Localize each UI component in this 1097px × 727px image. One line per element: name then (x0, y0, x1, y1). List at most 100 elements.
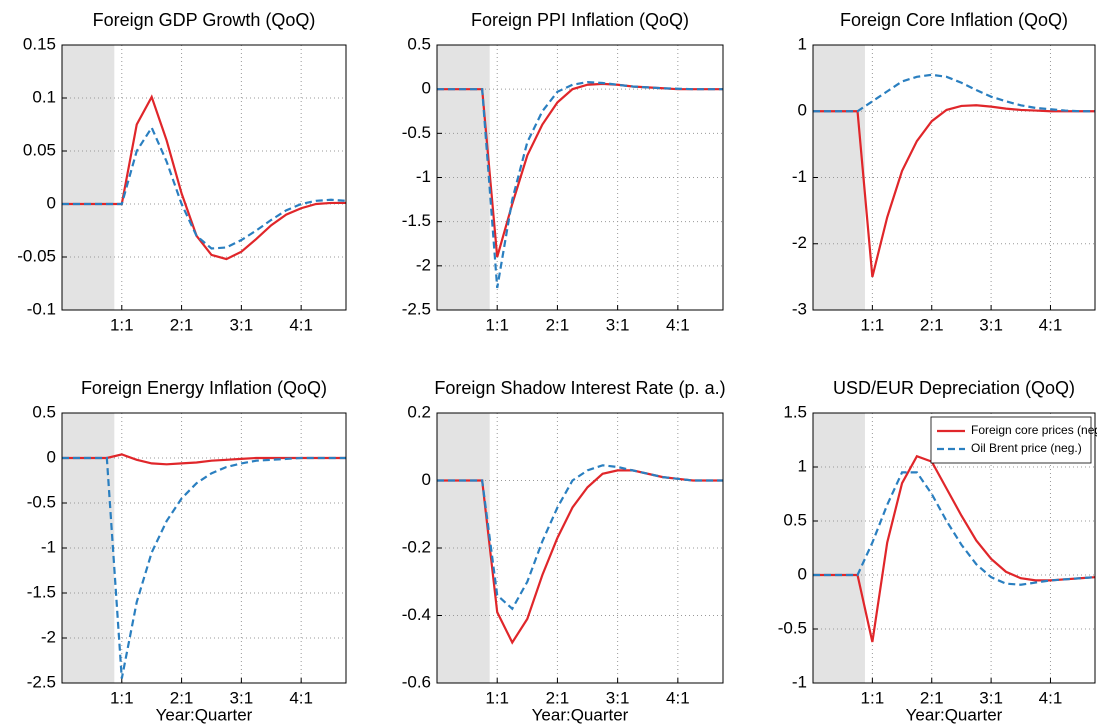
series-line (437, 80, 723, 289)
plot-frame (436, 412, 724, 684)
y-tick-label: -0.5 (402, 123, 431, 142)
plot-lines (437, 464, 723, 645)
y-tick-label: -2.5 (27, 672, 56, 691)
y-tick-label: 0 (798, 101, 807, 120)
legend-label: Foreign core prices (neg.) (971, 423, 1097, 437)
shaded-region (62, 45, 115, 310)
subplot: -3 -2 -1 0 1 1:1 2:1 3:1 4:1 Foreign Core Inflati… (792, 10, 1096, 334)
y-tick-label: -2.5 (402, 299, 431, 318)
x-axis-label: Year:Quarter (156, 705, 253, 724)
x-tick-label: 2:1 (546, 688, 570, 707)
y-tick-label: -0.4 (402, 605, 431, 624)
y-tick-label: 0.2 (407, 402, 431, 421)
plot-frame (812, 44, 1096, 311)
plot-frame (812, 412, 1096, 684)
x-tick-label: 3:1 (606, 315, 630, 334)
series-line (813, 73, 1095, 113)
y-tick-label: -1.5 (402, 211, 431, 230)
legend-box (930, 416, 1092, 464)
y-tick-label: -0.5 (27, 492, 56, 511)
y-tick-label: -0.1 (27, 299, 56, 318)
y-tick-label: 1 (798, 456, 807, 475)
y-tick-label: -0.6 (402, 672, 431, 691)
series-line (813, 471, 1095, 586)
y-tick-label: 0.5 (783, 510, 807, 529)
y-tick-label: 0 (422, 470, 431, 489)
y-tick-label: -1.5 (27, 582, 56, 601)
x-tick-label: 2:1 (920, 688, 944, 707)
chart-title: Foreign PPI Inflation (QoQ) (471, 10, 689, 30)
x-axis-label: Year:Quarter (532, 705, 629, 724)
y-tick-label: -2 (41, 627, 56, 646)
y-tick-label: -0.05 (17, 246, 56, 265)
chart-title: Foreign GDP Growth (QoQ) (93, 10, 316, 30)
y-tick-label: -2 (792, 233, 807, 252)
plot-lines (62, 94, 346, 261)
x-tick-label: 4:1 (1039, 315, 1063, 334)
x-tick-label: 2:1 (170, 688, 194, 707)
chart-title: Foreign Shadow Interest Rate (p. a.) (434, 378, 725, 398)
y-tick-label: 0.5 (32, 402, 56, 421)
x-tick-label: 3:1 (606, 688, 630, 707)
x-tick-label: 1:1 (861, 688, 885, 707)
series-line (437, 464, 723, 611)
subplot: -1 -0.5 0 0.5 1 1.5 1:1 2:1 3:1 4:1 USD/EUR Deprec… (778, 378, 1097, 725)
x-tick-label: 4:1 (666, 688, 690, 707)
y-tick-label: 0.05 (23, 140, 56, 159)
subplot: -2.5 -2 -1.5 -1 -0.5 0 0.5 1:1 2:1 3:1 4:1 Foreign … (27, 378, 347, 724)
plot-frame (61, 412, 347, 684)
y-tick-label: 0 (422, 79, 431, 98)
subplot: -0.6 -0.4 -0.2 0 0.2 1:1 2:1 3:1 4:1 Foreign Shad… (402, 378, 726, 725)
x-tick-label: 1:1 (110, 688, 134, 707)
x-tick-label: 1:1 (485, 315, 509, 334)
x-tick-label: 2:1 (920, 315, 944, 334)
y-tick-label: -1 (416, 167, 431, 186)
subplot: -0.1 -0.05 0 0.05 0.1 0.15 1:1 2:1 3:1 4:1 Foreign… (17, 10, 347, 334)
legend-label: Oil Brent price (neg.) (971, 441, 1082, 455)
y-tick-label: -2 (416, 255, 431, 274)
x-tick-label: 3:1 (230, 688, 254, 707)
x-tick-label: 3:1 (230, 315, 254, 334)
x-tick-label: 1:1 (485, 688, 509, 707)
y-tick-label: -1 (792, 167, 807, 186)
series-line (62, 125, 346, 250)
x-tick-label: 4:1 (1039, 688, 1063, 707)
y-tick-label: 0.15 (23, 34, 56, 53)
y-tick-label: -1 (41, 537, 56, 556)
y-tick-label: 0 (47, 447, 56, 466)
chart-title: USD/EUR Depreciation (QoQ) (833, 378, 1075, 398)
x-axis-label: Year:Quarter (906, 705, 1003, 724)
x-tick-label: 4:1 (666, 315, 690, 334)
subplot: -2.5 -2 -1.5 -1 -0.5 0 0.5 1:1 2:1 3:1 4:1 Foreign … (402, 10, 724, 334)
x-tick-label: 1:1 (861, 315, 885, 334)
legend: Foreign core prices (neg.) Oil Brent pric… (930, 416, 1097, 464)
series-line (62, 456, 346, 679)
y-tick-label: -0.2 (402, 537, 431, 556)
y-tick-label: 0 (47, 193, 56, 212)
x-tick-label: 2:1 (170, 315, 194, 334)
chart-title: Foreign Energy Inflation (QoQ) (81, 378, 327, 398)
y-tick-label: 0.1 (32, 87, 56, 106)
x-tick-label: 2:1 (546, 315, 570, 334)
chart-title: Foreign Core Inflation (QoQ) (840, 10, 1068, 30)
x-tick-label: 1:1 (110, 315, 134, 334)
y-tick-label: -1 (792, 672, 807, 691)
y-tick-label: 0 (798, 564, 807, 583)
y-tick-label: -0.5 (778, 618, 807, 637)
plot-lines (813, 454, 1095, 643)
series-line (813, 104, 1095, 278)
x-tick-label: 3:1 (979, 315, 1003, 334)
plot-frame (436, 44, 724, 311)
y-tick-label: -3 (792, 299, 807, 318)
plot-frame (61, 44, 347, 311)
y-tick-label: 0.5 (407, 34, 431, 53)
series-line (813, 454, 1095, 643)
y-tick-label: 1 (798, 34, 807, 53)
plot-lines (62, 453, 346, 679)
y-tick-label: 1.5 (783, 402, 807, 421)
shaded-region (813, 413, 865, 683)
plot-lines (437, 80, 723, 289)
x-tick-label: 4:1 (289, 688, 313, 707)
plot-lines (813, 73, 1095, 278)
